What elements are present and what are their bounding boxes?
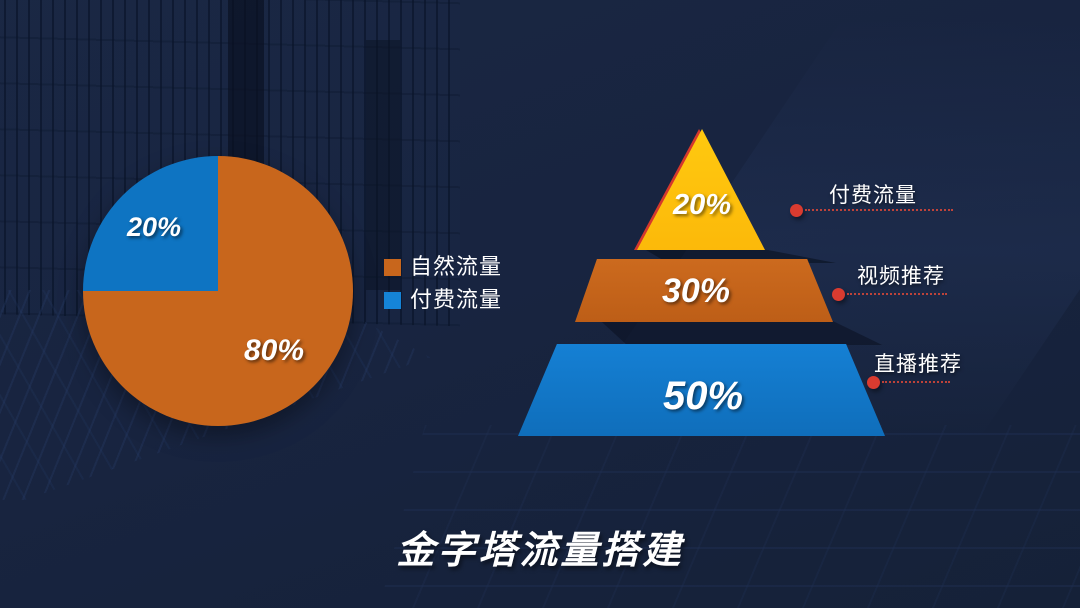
pyramid-value-middle: 30%: [661, 272, 731, 310]
callout-label-top: 付费流量: [829, 184, 917, 207]
legend-swatch-blue: [384, 291, 401, 309]
pie-slice-label-paid: 20%: [126, 212, 182, 242]
legend-label-organic: 自然流量: [410, 254, 503, 279]
callout-dot-top: [790, 204, 803, 217]
pyramid-level-bottom: [518, 344, 885, 436]
legend-label-paid: 付费流量: [410, 287, 503, 312]
callout-line-middle: [847, 293, 947, 295]
callout-label-middle: 视频推荐: [857, 265, 945, 288]
legend-item-paid: 付费流量: [384, 289, 502, 311]
pyramid-level-middle: [575, 259, 833, 322]
callout-dot-middle: [832, 288, 845, 301]
pie-legend: 自然流量 付费流量: [384, 256, 502, 322]
background-floor-grid: [375, 425, 1080, 608]
background-building-edge: [366, 40, 400, 290]
pyramid-value-top: 20%: [672, 189, 732, 221]
legend-swatch-orange: [384, 258, 401, 276]
legend-item-organic: 自然流量: [384, 256, 502, 278]
callout-label-bottom: 直播推荐: [874, 353, 962, 376]
pyramid-middle-shadow: [600, 321, 883, 345]
pie-chart: [83, 156, 353, 426]
callout-dot-bottom: [867, 376, 880, 389]
slide-title: 金字塔流量搭建: [396, 530, 684, 572]
callout-line-top: [805, 209, 953, 211]
callout-line-bottom: [882, 381, 950, 383]
pyramid-value-bottom: 50%: [662, 374, 744, 418]
pie-slice-label-organic: 80%: [243, 334, 305, 367]
